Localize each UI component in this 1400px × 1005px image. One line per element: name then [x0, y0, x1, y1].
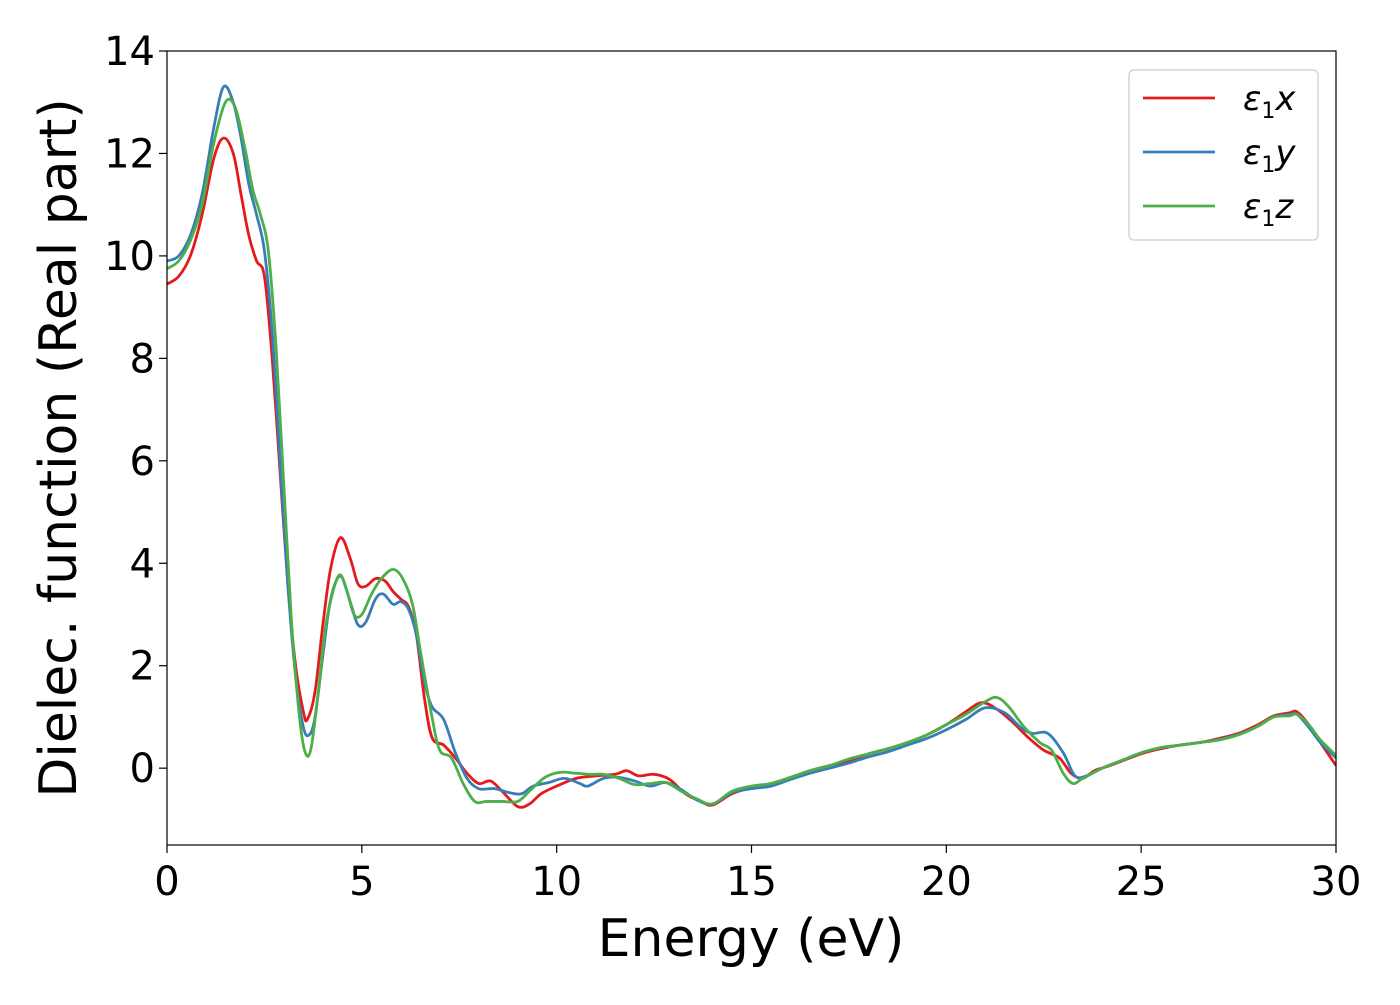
y-tick-label: 0	[130, 746, 155, 792]
x-axis-title: Energy (eV)	[598, 909, 905, 969]
legend: ε1x ε1y ε1z	[1128, 69, 1319, 241]
legend-frame	[1128, 69, 1319, 241]
y-axis: 0 2 4 6 8 10 12 14	[104, 29, 167, 792]
x-tick-label: 25	[1116, 859, 1167, 905]
y-tick-label: 14	[104, 29, 155, 75]
y-tick-label: 2	[130, 644, 155, 690]
y-tick-label: 4	[130, 541, 155, 587]
x-tick-label: 20	[921, 859, 972, 905]
x-tick-label: 0	[154, 859, 179, 905]
x-tick-label: 5	[349, 859, 374, 905]
x-tick-label: 30	[1311, 859, 1362, 905]
x-axis: 0 5 10 15 20 25 30	[154, 845, 1361, 905]
y-tick-label: 12	[104, 131, 155, 177]
legend-label-z: ε1z	[1243, 187, 1294, 232]
x-tick-label: 15	[726, 859, 777, 905]
series-layer	[167, 84, 1336, 809]
y-axis-title: Dielec. function (Real part)	[29, 98, 89, 797]
y-tick-label: 6	[130, 439, 155, 485]
y-tick-label: 10	[104, 234, 155, 280]
x-tick-label: 10	[531, 859, 582, 905]
series-line-z	[167, 97, 1336, 806]
legend-label-x: ε1x	[1243, 79, 1296, 124]
y-tick-label: 8	[130, 336, 155, 382]
legend-label-y: ε1y	[1243, 133, 1296, 178]
